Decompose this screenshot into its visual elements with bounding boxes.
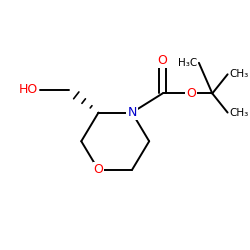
Text: O: O	[94, 164, 104, 176]
Text: N: N	[127, 106, 137, 119]
Text: CH₃: CH₃	[230, 69, 249, 79]
Text: O: O	[158, 54, 168, 68]
Text: H₃C: H₃C	[178, 58, 197, 68]
Text: HO: HO	[19, 83, 38, 96]
Text: O: O	[186, 87, 196, 100]
Text: CH₃: CH₃	[230, 108, 249, 118]
